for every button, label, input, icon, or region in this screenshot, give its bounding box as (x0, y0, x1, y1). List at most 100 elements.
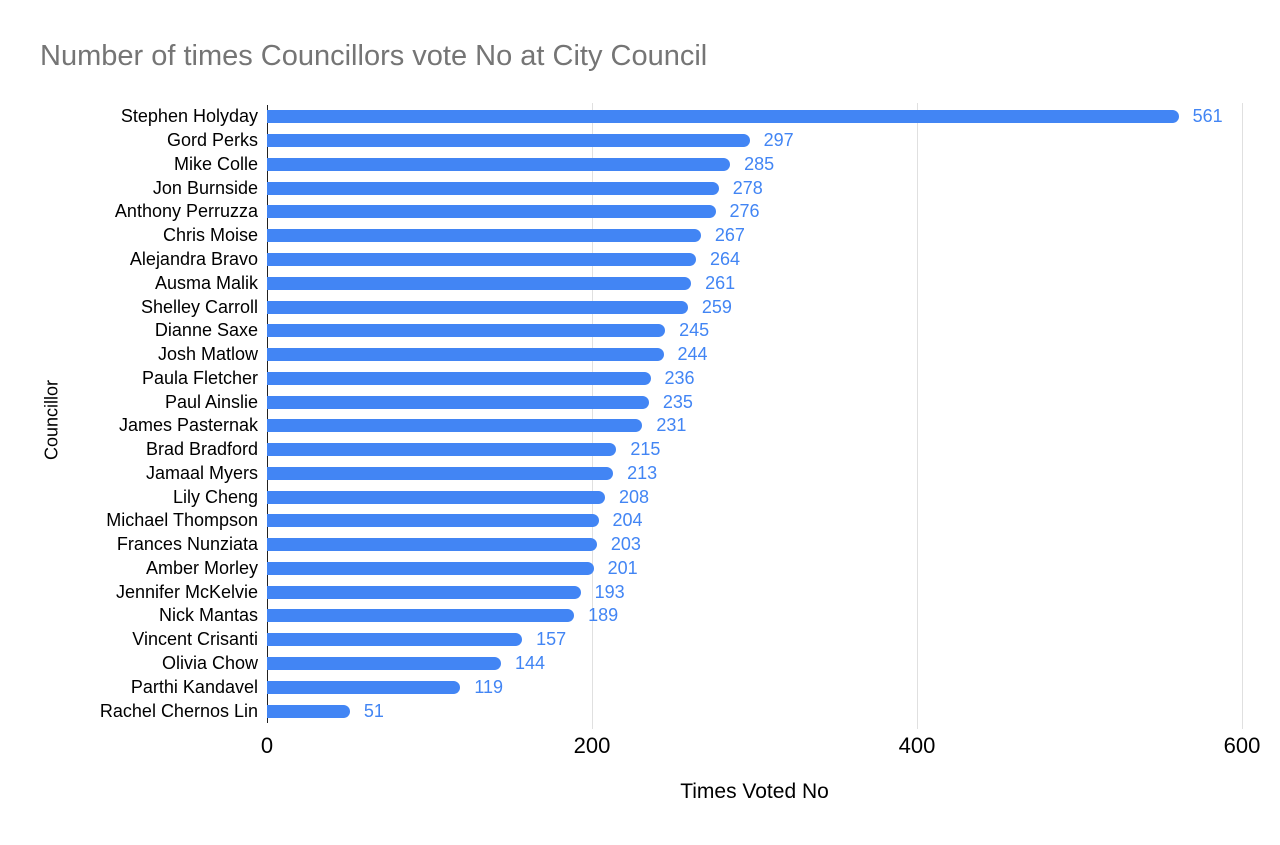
bar[interactable] (267, 466, 614, 480)
bar[interactable] (267, 633, 523, 647)
category-label: Ausma Malik (154, 272, 258, 293)
bar[interactable] (267, 704, 350, 718)
bar[interactable] (267, 134, 750, 148)
bar-row: Paula Fletcher 236 (0, 366, 1280, 390)
bar-track: 261 (267, 271, 1280, 295)
value-label: 276 (729, 201, 760, 222)
bar-row: James Pasternak 231 (0, 414, 1280, 438)
bar-row: Nick Mantas 189 (0, 604, 1280, 628)
bar[interactable] (267, 276, 692, 290)
category-label: Dianne Saxe (154, 320, 258, 341)
bar-track: 297 (267, 129, 1280, 153)
bar[interactable] (267, 371, 651, 385)
y-axis-line (267, 105, 268, 723)
x-tick-label: 200 (573, 733, 611, 758)
chart-rows: Stephen Holyday 561 Gord Perks 297 Mike Coll… (0, 105, 1280, 723)
value-label: 203 (610, 534, 641, 555)
bar-row: Gord Perks 297 (0, 129, 1280, 153)
bar[interactable] (267, 490, 605, 504)
bar-track: 213 (267, 461, 1280, 485)
bar-row: Mike Colle 285 (0, 153, 1280, 177)
category-label: Paul Ainslie (164, 391, 258, 412)
value-label: 231 (656, 415, 687, 436)
bar-row: Josh Matlow 244 (0, 343, 1280, 367)
value-label: 201 (607, 557, 638, 578)
bar-track: 203 (267, 533, 1280, 557)
bar-row: Anthony Perruzza 276 (0, 200, 1280, 224)
value-label: 285 (744, 153, 775, 174)
x-tick-label: 600 (1223, 733, 1261, 758)
bar-row: Jamaal Myers 213 (0, 461, 1280, 485)
bar[interactable] (267, 348, 664, 362)
gridline (592, 103, 593, 729)
bar[interactable] (267, 229, 701, 243)
bar-track: 259 (267, 295, 1280, 319)
bar[interactable] (267, 609, 575, 623)
bar[interactable] (267, 157, 731, 171)
value-label: 213 (627, 462, 658, 483)
category-label: Jamaal Myers (145, 462, 258, 483)
value-label: 259 (701, 296, 732, 317)
category-label: Mike Colle (173, 153, 258, 174)
bar[interactable] (267, 252, 696, 266)
bar[interactable] (267, 561, 594, 575)
category-label: James Pasternak (118, 415, 258, 436)
category-label: Paula Fletcher (141, 367, 258, 388)
bar-row: Paul Ainslie 235 (0, 390, 1280, 414)
bar[interactable] (267, 395, 649, 409)
bar-track: 144 (267, 652, 1280, 676)
bar-track: 204 (267, 509, 1280, 533)
bar[interactable] (267, 300, 688, 314)
value-label: 235 (662, 391, 693, 412)
value-label: 297 (763, 130, 794, 151)
bar[interactable] (267, 680, 461, 694)
bar-row: Parthi Kandavel 119 (0, 675, 1280, 699)
bar-row: Michael Thompson 204 (0, 509, 1280, 533)
value-label: 245 (679, 320, 710, 341)
bar[interactable] (267, 110, 1179, 124)
category-label: Josh Matlow (157, 344, 258, 365)
bar-row: Stephen Holyday 561 (0, 105, 1280, 129)
bar-row: Dianne Saxe 245 (0, 319, 1280, 343)
gridline (917, 103, 918, 729)
bar[interactable] (267, 443, 617, 457)
value-label: 144 (515, 652, 546, 673)
bar-track: 51 (267, 699, 1280, 723)
value-label: 157 (536, 629, 567, 650)
bar-track: 201 (267, 557, 1280, 581)
category-label: Stephen Holyday (120, 106, 258, 127)
category-label: Shelley Carroll (140, 296, 258, 317)
bar-track: 236 (267, 366, 1280, 390)
bar[interactable] (267, 514, 599, 528)
x-axis-title: Times Voted No (680, 780, 829, 803)
bar[interactable] (267, 205, 716, 219)
bar[interactable] (267, 656, 501, 670)
value-label: 208 (619, 486, 650, 507)
bar-row: Ausma Malik 261 (0, 271, 1280, 295)
category-label: Vincent Crisanti (132, 629, 258, 650)
bar[interactable] (267, 324, 666, 338)
category-label: Chris Moise (162, 225, 258, 246)
bar[interactable] (267, 419, 643, 433)
value-label: 204 (612, 510, 643, 531)
bar-track: 245 (267, 319, 1280, 343)
value-label: 261 (705, 272, 736, 293)
category-label: Jon Burnside (152, 177, 258, 198)
bar-track: 244 (267, 343, 1280, 367)
bar-row: Brad Bradford 215 (0, 438, 1280, 462)
value-label: 215 (630, 439, 661, 460)
bar-row: Vincent Crisanti 157 (0, 628, 1280, 652)
x-tick-label: 0 (260, 733, 274, 758)
bar[interactable] (267, 538, 597, 552)
bar[interactable] (267, 585, 581, 599)
category-label: Michael Thompson (106, 510, 258, 531)
value-label: 244 (677, 344, 708, 365)
bar[interactable] (267, 181, 719, 195)
bar-track: 278 (267, 176, 1280, 200)
bar-track: 276 (267, 200, 1280, 224)
value-label: 267 (714, 225, 745, 246)
bar-track: 264 (267, 248, 1280, 272)
bar-row: Jennifer McKelvie 193 (0, 580, 1280, 604)
bar-track: 267 (267, 224, 1280, 248)
bar-track: 561 (267, 105, 1280, 129)
